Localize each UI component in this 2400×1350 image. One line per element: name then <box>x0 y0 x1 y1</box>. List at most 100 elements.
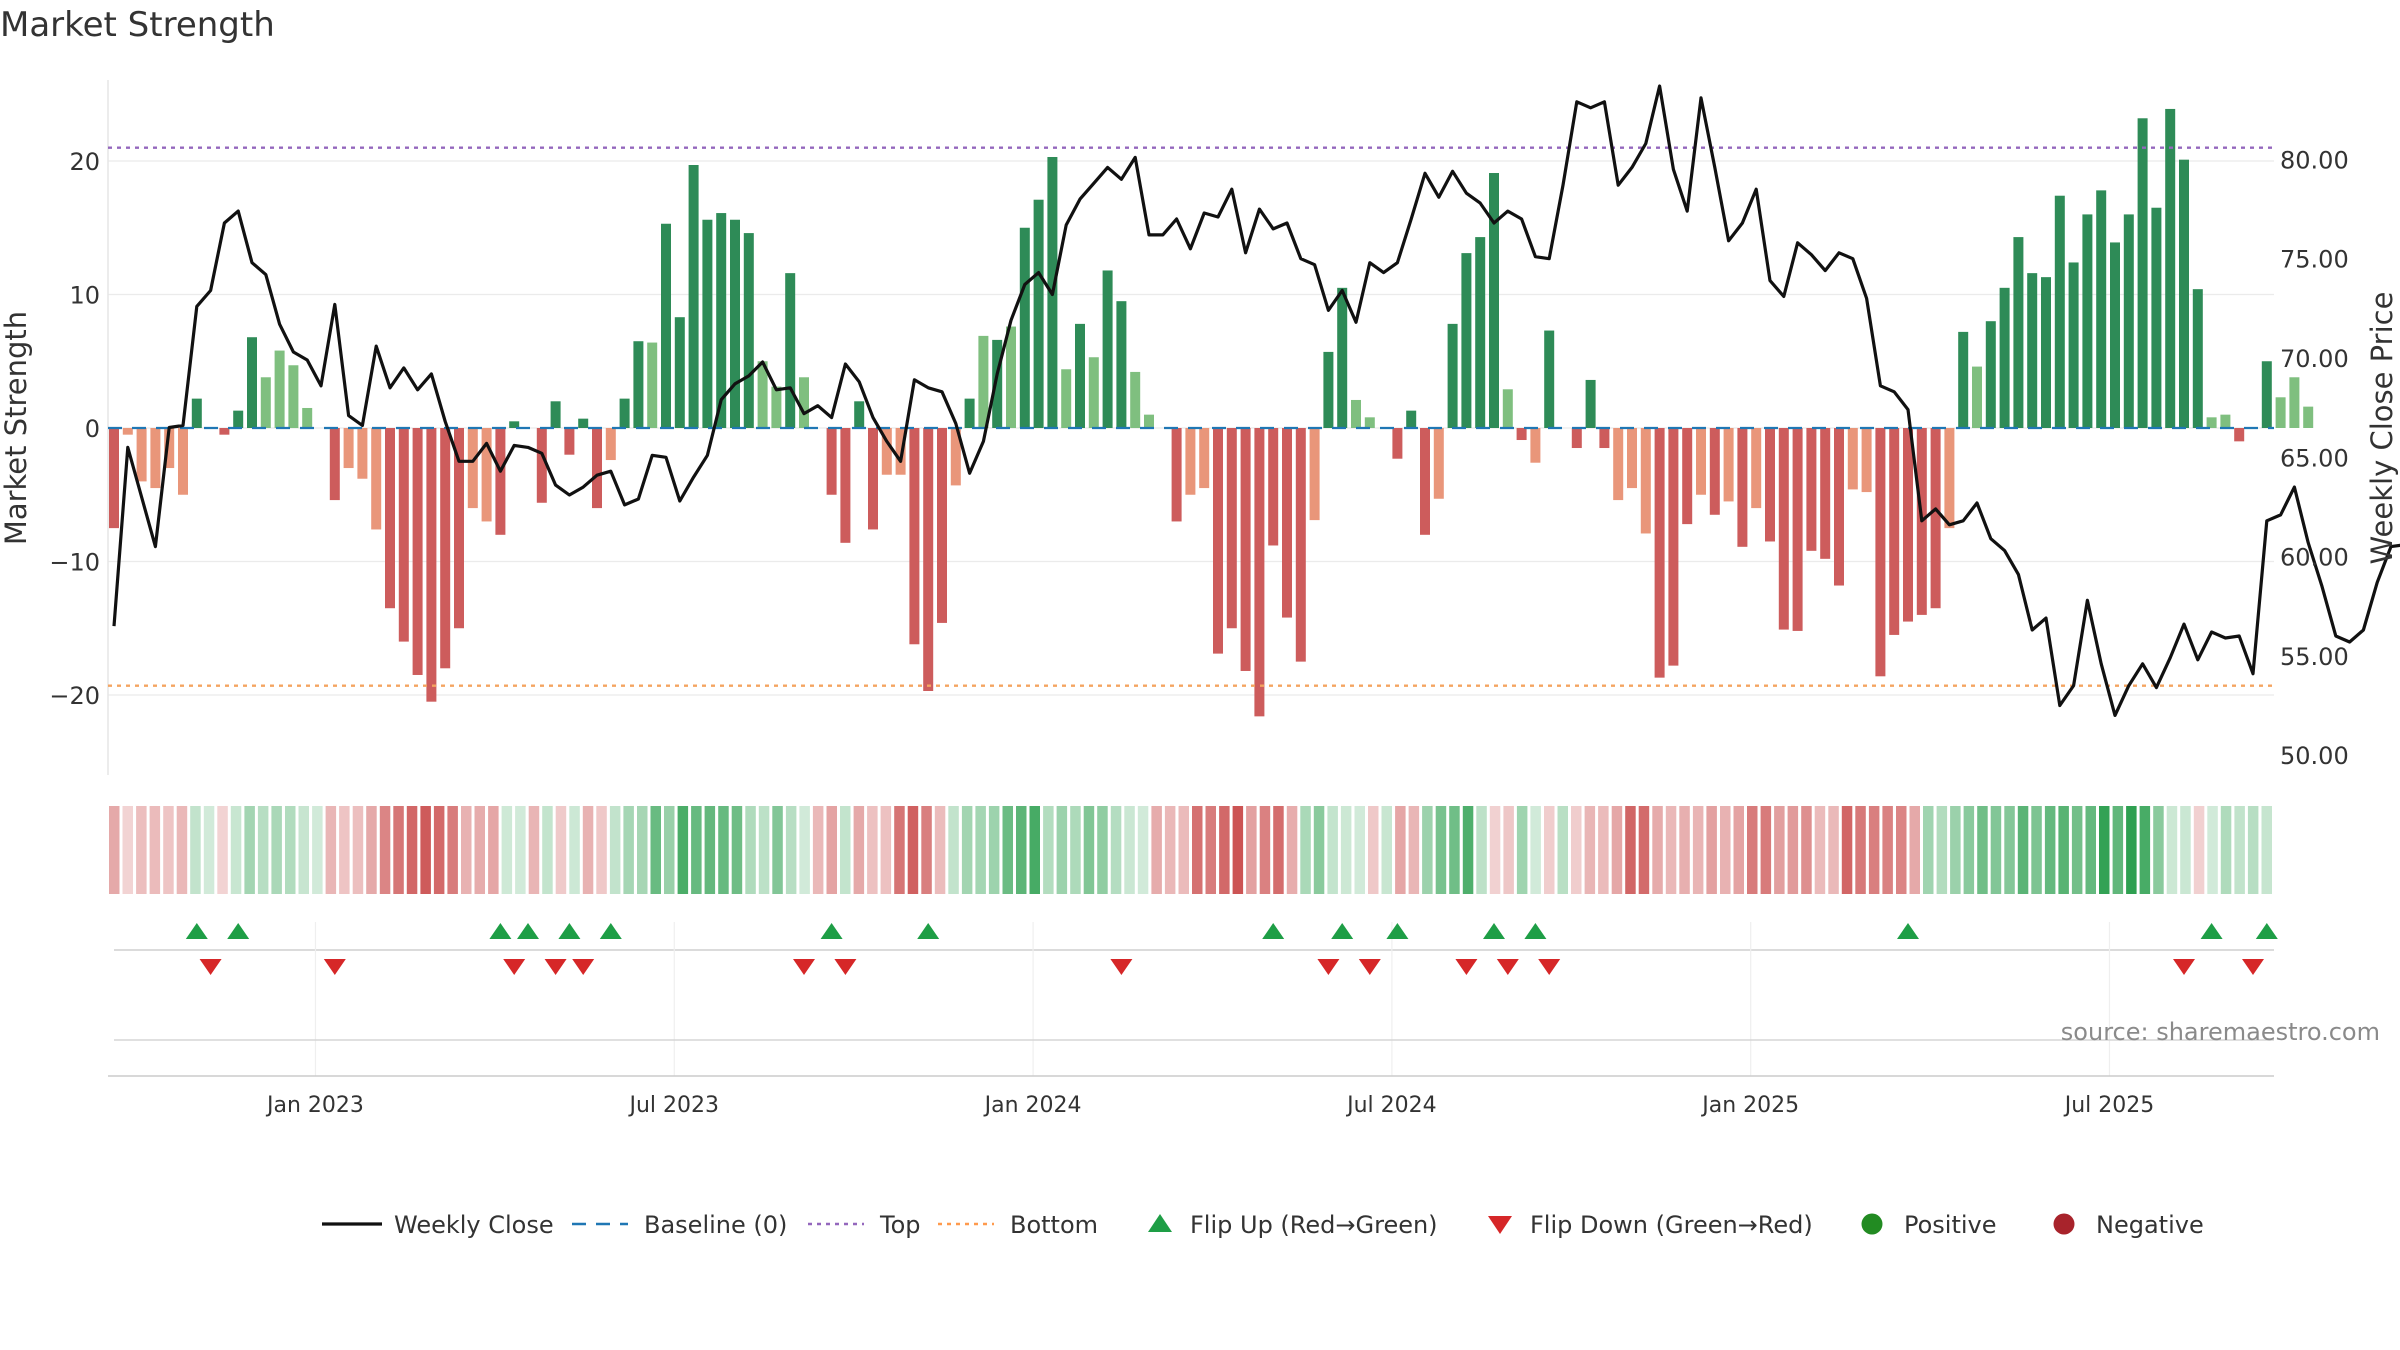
legend-item: Negative <box>2053 1211 2204 1239</box>
strip-cell <box>203 806 215 894</box>
x-tick-label: Jan 2023 <box>265 1093 364 1118</box>
strip-cell <box>542 806 553 894</box>
legend-circle-icon <box>2053 1213 2075 1235</box>
strip-cell <box>1882 806 1893 894</box>
x-tick-label: Jul 2025 <box>2063 1093 2155 1118</box>
strength-bar <box>1834 428 1844 586</box>
strength-bar <box>122 428 133 435</box>
strip-cell <box>704 806 716 894</box>
strength-bar <box>785 273 796 428</box>
strength-bar <box>964 398 975 428</box>
source-credit: source: sharemaestro.com <box>2061 1018 2380 1046</box>
strip-cell <box>1110 806 1122 894</box>
strength-bar <box>702 219 713 428</box>
flip-down-marker <box>1110 959 1133 975</box>
strength-bar <box>1654 428 1665 678</box>
weekly-close-line <box>112 84 2400 717</box>
strength-bar <box>854 401 865 428</box>
strength-bar <box>1516 428 1527 441</box>
y2-tick-label: 75.00 <box>2280 246 2349 274</box>
strip-cell <box>325 806 337 894</box>
legend-item: Weekly Close <box>322 1211 554 1239</box>
strip-cell <box>1313 806 1325 894</box>
y-axis-ticks: 20 10 0 −10 −20 <box>49 148 100 710</box>
strip-cell <box>1273 806 1284 894</box>
strength-bar <box>1447 323 1458 428</box>
strip-cell <box>1896 806 1907 894</box>
strip-cell <box>2071 806 2083 894</box>
strip-cell <box>109 806 120 894</box>
strength-bar <box>2096 190 2107 428</box>
strength-bar <box>150 428 161 489</box>
strip-cell <box>1868 806 1880 894</box>
strip-cell <box>2031 806 2042 894</box>
strip-cell <box>136 806 147 894</box>
y-tick-label: 20 <box>69 148 100 176</box>
strip-cell <box>1544 806 1555 894</box>
strip-cell <box>1990 806 2002 894</box>
strength-bar <box>1171 428 1182 522</box>
strip-cell <box>1706 806 1717 894</box>
strength-bar <box>1751 428 1762 509</box>
strength-bar <box>1102 270 1113 428</box>
strength-bar <box>2303 406 2314 428</box>
strip-cell <box>1016 806 1027 894</box>
y2-tick-label: 65.00 <box>2280 444 2349 472</box>
legend-label: Positive <box>1904 1211 1997 1239</box>
strip-cell <box>1395 806 1406 894</box>
strip-cell <box>623 806 634 894</box>
strip-cell <box>298 806 309 894</box>
strip-cell <box>271 806 282 894</box>
strip-cell <box>1598 806 1609 894</box>
strip-cell <box>2153 806 2164 894</box>
flip-up-marker <box>1897 923 1919 939</box>
strip-cell <box>2220 806 2232 894</box>
flip-down-marker <box>323 959 346 975</box>
strip-cell <box>1977 806 1988 894</box>
strip-cell <box>1787 806 1799 894</box>
strength-bar <box>1019 227 1030 428</box>
strip-cell <box>1638 806 1650 894</box>
y2-tick-label: 55.00 <box>2280 643 2349 671</box>
strength-bar <box>1475 237 1486 428</box>
flip-panel-gridlines <box>314 922 2111 1076</box>
strip-cell <box>1909 806 1920 894</box>
y-axis-label: Market Strength <box>0 311 33 545</box>
flip-down-marker <box>503 959 526 975</box>
strip-cell <box>515 806 526 894</box>
strength-bar <box>895 428 906 475</box>
strength-bar <box>1709 428 1720 515</box>
strip-cell <box>1151 806 1162 894</box>
strength-bar <box>1944 428 1955 529</box>
flip-down-marker <box>1358 959 1381 975</box>
strength-bar <box>2192 289 2203 428</box>
strip-cell <box>244 806 255 894</box>
flip-up-marker <box>1524 923 1547 939</box>
strength-bar <box>1930 428 1941 609</box>
strip-cell <box>501 806 513 894</box>
strip-cell <box>1625 806 1636 894</box>
strength-bar <box>1489 173 1499 428</box>
strip-cell <box>285 806 296 894</box>
x-tick-label: Jan 2024 <box>983 1093 1082 1118</box>
strip-cell <box>447 806 458 894</box>
flip-up-marker <box>489 923 512 939</box>
strip-cell <box>1029 806 1040 894</box>
strength-bar <box>730 219 740 428</box>
strength-bar <box>619 398 630 428</box>
strip-cell <box>2112 806 2124 894</box>
flip-up-marker <box>1483 923 1505 939</box>
strip-cell <box>867 806 878 894</box>
strip-cell <box>2193 806 2205 894</box>
strip-cell <box>1097 806 1108 894</box>
main-panel: 20 10 0 −10 −20 80.00 75.00 70.00 65.00 60.00 55.… <box>0 80 2400 775</box>
strength-bar <box>2165 108 2176 428</box>
strip-cell <box>650 806 661 894</box>
flip-up-marker <box>1262 923 1285 939</box>
strength-bar <box>1116 301 1127 428</box>
strength-bar <box>688 165 699 428</box>
strength-bar <box>1144 414 1154 428</box>
y2-tick-label: 80.00 <box>2280 146 2349 174</box>
strip-cell <box>1774 806 1785 894</box>
strength-bar <box>1696 428 1706 495</box>
